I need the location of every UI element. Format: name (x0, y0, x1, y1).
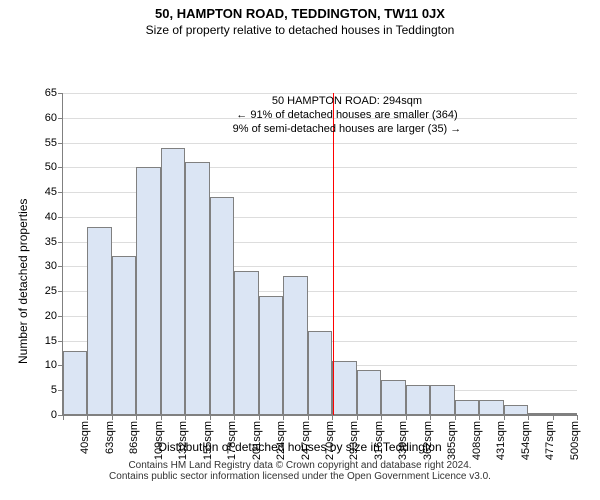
y-tick-label: 15 (45, 335, 63, 347)
reference-line (333, 93, 334, 415)
x-tick-mark (259, 415, 260, 420)
x-tick-mark (210, 415, 211, 420)
y-tick-label: 65 (45, 87, 63, 99)
histogram-bar (283, 276, 307, 415)
histogram-bar (406, 385, 430, 415)
footer-attribution: Contains HM Land Registry data © Crown c… (0, 460, 600, 482)
histogram-bar (259, 296, 283, 415)
histogram-bar (381, 380, 405, 415)
histogram-bar (112, 256, 136, 415)
grid-line (63, 93, 577, 94)
x-tick-mark (136, 415, 137, 420)
plot-area: 0510152025303540455055606540sqm63sqm86sq… (62, 93, 577, 416)
chart-title: 50, HAMPTON ROAD, TEDDINGTON, TW11 0JX (0, 0, 600, 21)
histogram-bar (455, 400, 479, 415)
x-tick-mark (87, 415, 88, 420)
x-tick-mark (430, 415, 431, 420)
histogram-bar (63, 351, 87, 415)
histogram-bar (136, 167, 160, 415)
x-tick-mark (332, 415, 333, 420)
y-tick-label: 60 (45, 112, 63, 124)
histogram-bar (185, 162, 209, 415)
y-tick-label: 55 (45, 137, 63, 149)
chart-container: { "title": "50, HAMPTON ROAD, TEDDINGTON… (0, 0, 600, 500)
y-tick-label: 45 (45, 186, 63, 198)
x-tick-mark (234, 415, 235, 420)
x-tick-mark (283, 415, 284, 420)
y-tick-label: 20 (45, 310, 63, 322)
histogram-bar (308, 331, 332, 415)
x-tick-mark (553, 415, 554, 420)
annotation-line-3: 9% of semi-detached houses are larger (3… (233, 123, 462, 137)
y-tick-label: 0 (51, 409, 63, 421)
histogram-bar (528, 413, 552, 415)
histogram-bar (332, 361, 356, 415)
histogram-bar (87, 227, 111, 415)
x-tick-mark (577, 415, 578, 420)
histogram-bar (553, 413, 577, 415)
x-tick-mark (504, 415, 505, 420)
x-tick-mark (308, 415, 309, 420)
histogram-bar (234, 271, 258, 415)
reference-annotation: 50 HAMPTON ROAD: 294sqm ← 91% of detache… (233, 95, 462, 136)
y-tick-label: 25 (45, 285, 63, 297)
chart-subtitle: Size of property relative to detached ho… (0, 21, 600, 37)
histogram-bar (210, 197, 234, 415)
x-tick-mark (357, 415, 358, 420)
y-tick-label: 30 (45, 260, 63, 272)
x-axis-label: Distribution of detached houses by size … (0, 440, 600, 454)
annotation-line-1: 50 HAMPTON ROAD: 294sqm (233, 95, 462, 109)
x-tick-mark (455, 415, 456, 420)
histogram-bar (161, 148, 185, 416)
x-tick-mark (528, 415, 529, 420)
x-tick-mark (479, 415, 480, 420)
y-axis-label: Number of detached properties (16, 199, 30, 364)
y-tick-label: 5 (51, 384, 63, 396)
x-tick-mark (185, 415, 186, 420)
histogram-bar (504, 405, 528, 415)
annotation-line-2: ← 91% of detached houses are smaller (36… (233, 109, 462, 123)
x-tick-mark (381, 415, 382, 420)
x-tick-mark (406, 415, 407, 420)
histogram-bar (479, 400, 503, 415)
y-tick-label: 50 (45, 161, 63, 173)
histogram-bar (357, 370, 381, 415)
y-tick-label: 10 (45, 359, 63, 371)
x-tick-mark (161, 415, 162, 420)
y-tick-label: 35 (45, 236, 63, 248)
grid-line (63, 143, 577, 144)
histogram-bar (430, 385, 454, 415)
y-tick-label: 40 (45, 211, 63, 223)
x-tick-mark (112, 415, 113, 420)
x-tick-mark (63, 415, 64, 420)
